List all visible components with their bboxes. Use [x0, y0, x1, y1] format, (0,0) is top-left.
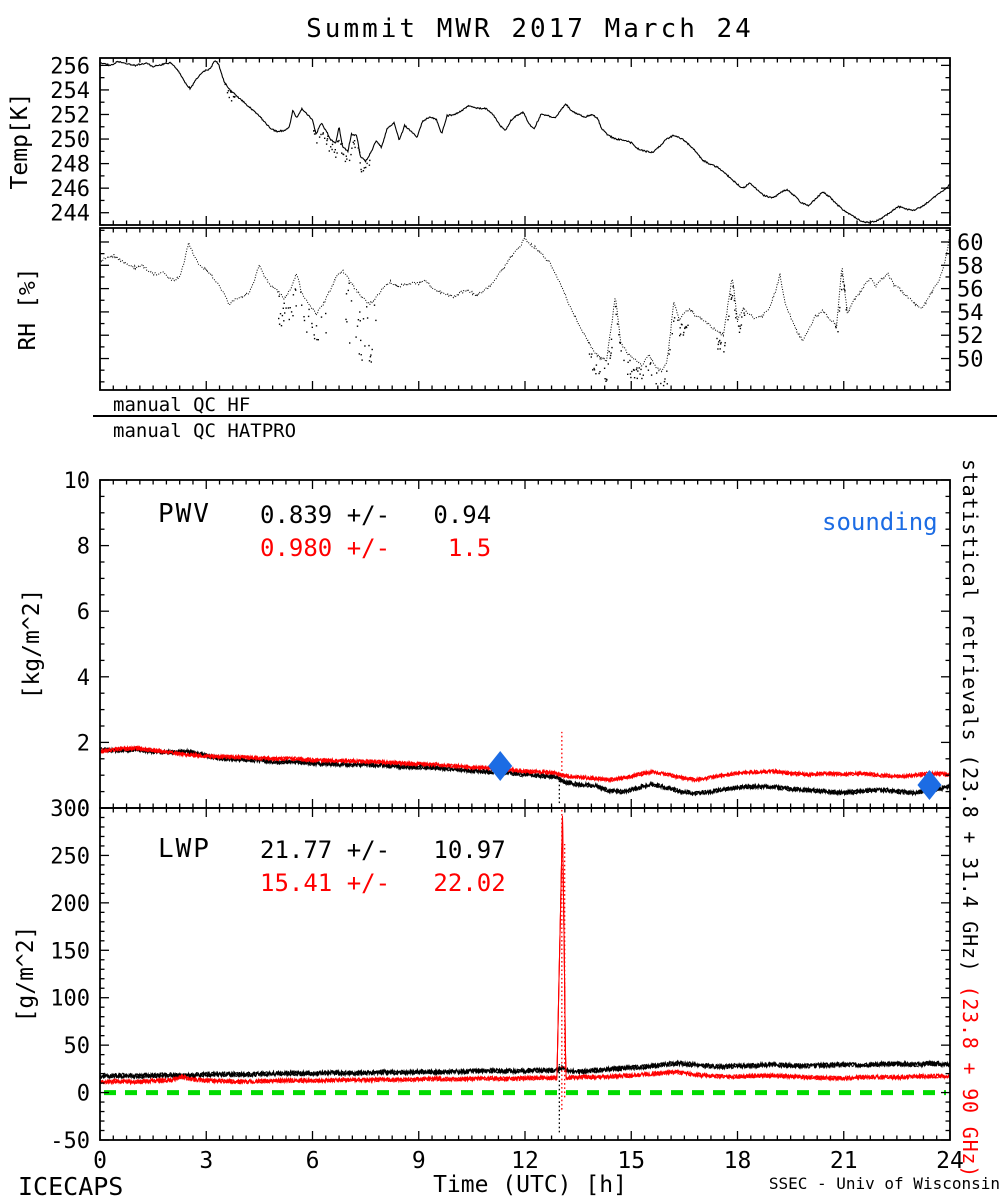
x-axis-tick-label: 6 [306, 1148, 320, 1174]
series-lwp-23.8+90GHz [100, 819, 950, 1085]
pwv-ytick-label: 8 [77, 535, 90, 560]
qc-hatpro-label: manual QC HATPRO [113, 420, 297, 442]
lwp-ytick-label: 300 [50, 797, 90, 822]
series-lwp-23.8+90GHz [100, 815, 950, 1086]
page-title: Summit MWR 2017 March 24 [306, 14, 754, 44]
x-axis-tick-label: 15 [617, 1148, 645, 1174]
pwv-ytick-label: 6 [77, 600, 90, 625]
temp-ytick-label: 256 [50, 54, 90, 79]
series-pwv-23.8+90GHz [100, 745, 950, 783]
lwp-panel-label: LWP [158, 834, 211, 864]
series-lwp-23.8+90GHz [100, 815, 950, 1086]
credit-label-ssec: SSEC - Univ of Wisconsin [768, 1174, 1000, 1193]
pwv-ytick-label: 2 [77, 731, 90, 756]
rh-ytick-label: 56 [957, 278, 984, 303]
pwv-stats-black: 0.839 +/- 0.94 [260, 501, 492, 529]
lwp-ytick-label: 150 [50, 939, 90, 964]
lwp-ytick-label: -50 [50, 1129, 90, 1154]
right-axis-annotation: statistical retrievals (23.8 + 31.4 GHz)… [958, 459, 982, 1178]
lwp-ytick-label: 250 [50, 844, 90, 869]
temp-ytick-label: 252 [50, 103, 90, 128]
lwp-stats-red: 15.41 +/- 22.02 [260, 869, 506, 897]
temp-ytick-label: 250 [50, 128, 90, 153]
pwv-panel-label: PWV [158, 499, 211, 529]
right-axis-annotation-red: (23.8 + 90 GHz) [958, 972, 982, 1179]
lwp-ytick-label: 100 [50, 987, 90, 1012]
pwv-stats-red: 0.980 +/- 1.5 [260, 534, 492, 562]
rh-axis-label: RH [%] [15, 267, 41, 351]
x-axis-tick-label: 21 [830, 1148, 858, 1174]
pwv-ytick-label: 4 [77, 666, 90, 691]
rh-ytick-label: 52 [957, 324, 984, 349]
qc-divider-line [93, 415, 997, 417]
pwv-axis-label: [kg/m^2] [19, 588, 45, 700]
right-axis-annotation-black: statistical retrievals (23.8 + 31.4 GHz) [958, 459, 982, 973]
x-axis-tick-label: 12 [511, 1148, 539, 1174]
series-pwv-23.8+31.4GHz [100, 745, 950, 797]
x-axis-tick-label: 3 [199, 1148, 213, 1174]
series-surface-temperature [100, 60, 950, 224]
x-axis-tick-label: 18 [724, 1148, 752, 1174]
lwp-stats-black: 21.77 +/- 10.97 [260, 836, 506, 864]
series-lwp-23.8+31.4GHz [100, 1059, 950, 1080]
temp-axis-label: Temp[K] [7, 92, 33, 190]
temp-ytick-label: 244 [50, 202, 90, 227]
temp-frame [99, 57, 951, 226]
rh-frame [99, 227, 951, 391]
lwp-axis-label: [g/m^2] [13, 925, 39, 1023]
pwv-ytick-label: 0 [77, 797, 90, 822]
sounding-diamond-marker [488, 751, 513, 782]
pwv-panel: 0 2 4 6 8 10 [64, 469, 951, 822]
lwp-ytick-label: 200 [50, 892, 90, 917]
rh-ytick-label: 50 [957, 348, 984, 373]
rh-ytick-label: 58 [957, 254, 984, 279]
project-label-icecaps: ICECAPS [18, 1172, 124, 1200]
x-axis-tick-label: 9 [412, 1148, 426, 1174]
sounding-legend-label: sounding [822, 508, 938, 536]
temp-ytick-label: 248 [50, 153, 90, 178]
x-axis-tick-label: 0 [93, 1148, 107, 1174]
x-axis-tick-label: 24 [936, 1148, 964, 1174]
x-axis-title: Time (UTC) [h] [433, 1172, 627, 1198]
temp-ytick-label: 246 [50, 177, 90, 202]
lwp-ytick-label: 50 [64, 1034, 91, 1059]
series-lwp-23.8+31.4GHz [100, 1059, 950, 1080]
rh-ytick-label: 60 [957, 231, 984, 256]
lwp-ytick-label: 0 [77, 1082, 90, 1107]
qc-hf-label: manual QC HF [113, 394, 251, 416]
rh-ytick-label: 54 [957, 301, 984, 326]
temp-ytick-label: 254 [50, 79, 90, 104]
pwv-ytick-label: 10 [64, 469, 91, 494]
sounding-diamond-marker [917, 770, 942, 801]
series-relative-humidity [100, 235, 950, 373]
